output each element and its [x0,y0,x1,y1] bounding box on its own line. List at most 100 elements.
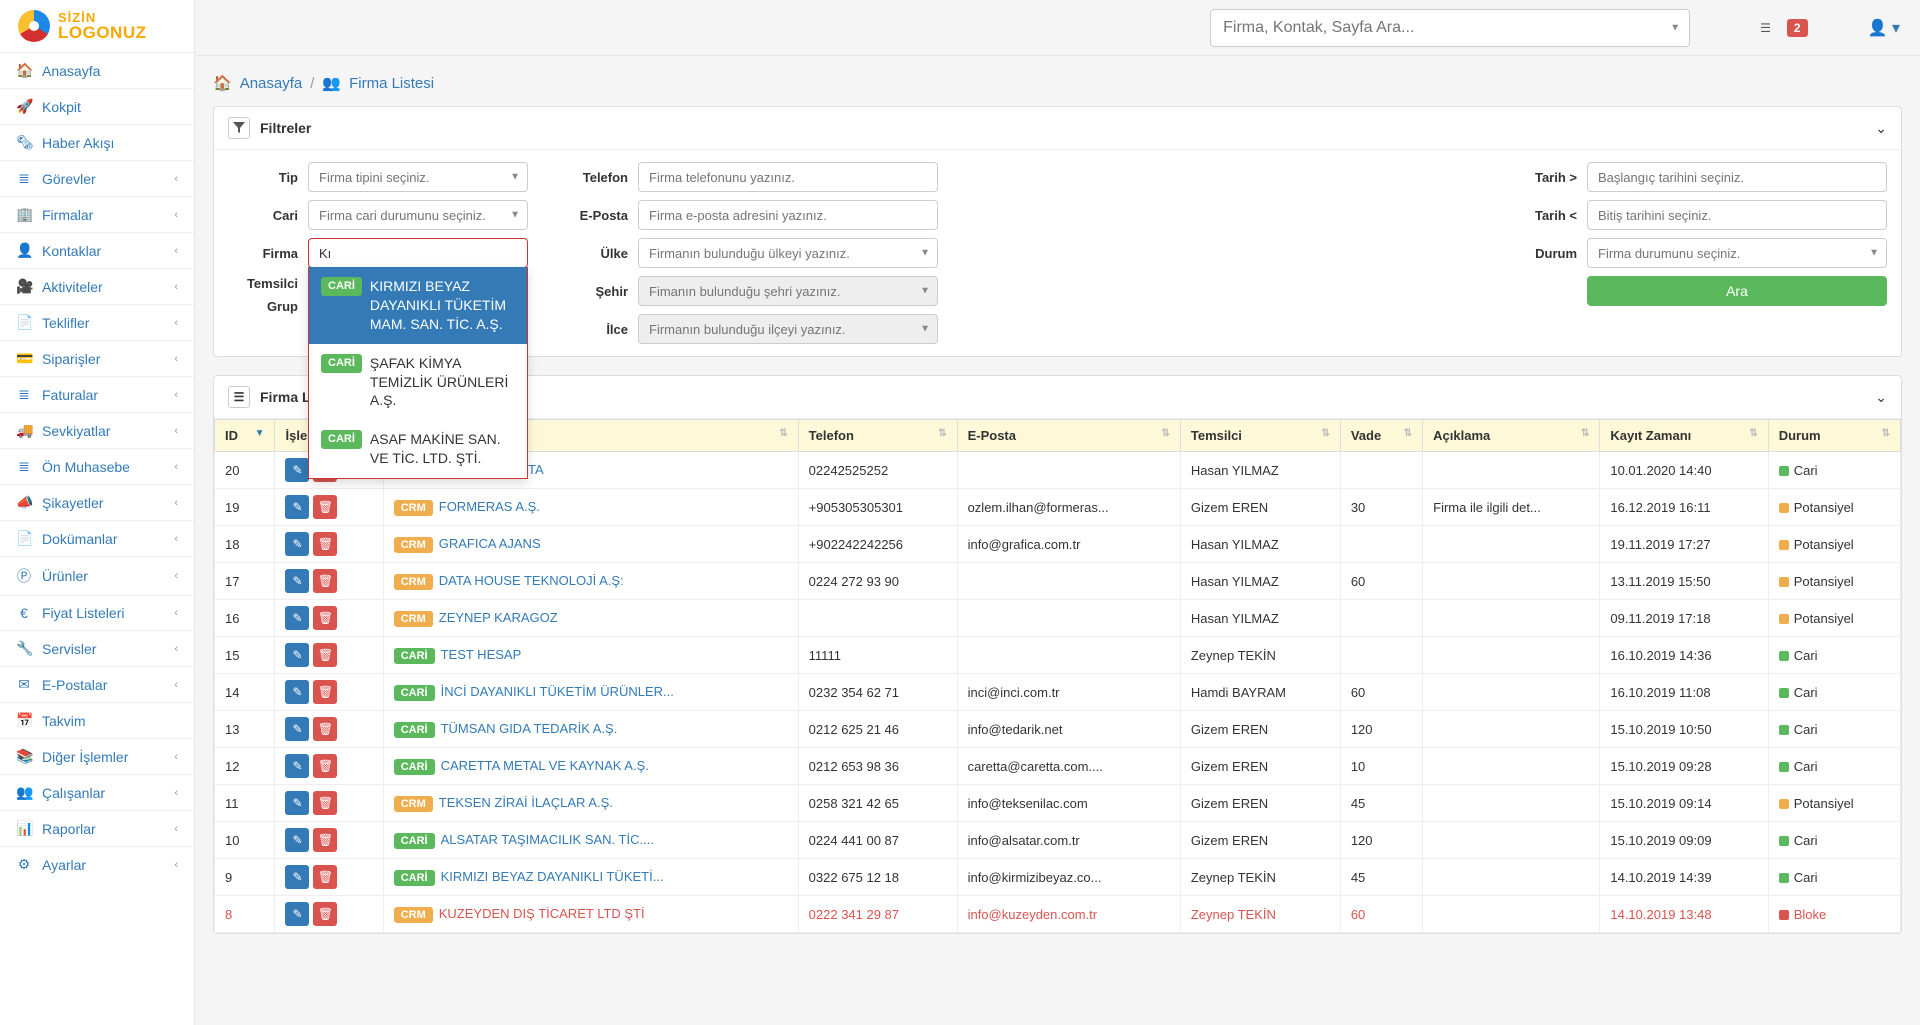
delete-button[interactable]: 🗑 [313,532,337,556]
edit-button[interactable]: ✎ [285,902,309,926]
nav-item-ön-muhasebe[interactable]: ≣Ön Muhasebe‹ [0,448,194,484]
delete-button[interactable]: 🗑 [313,865,337,889]
tip-select[interactable] [308,162,528,192]
firma-link[interactable]: DATA HOUSE TEKNOLOJİ A.Ş: [439,573,624,588]
table-row: 15✎🗑CARİTEST HESAP11111Zeynep TEKİN16.10… [215,637,1901,674]
sort-icon: ⇅ [1749,428,1757,439]
col-temsilci[interactable]: Temsilci⇅ [1180,420,1340,452]
delete-button[interactable]: 🗑 [313,569,337,593]
firma-link[interactable]: ALSATAR TAŞIMACILIK SAN. TİC.... [441,832,654,847]
col-id[interactable]: ID▼ [215,420,275,452]
edit-button[interactable]: ✎ [285,532,309,556]
nav-item-diğer-i̇şlemler[interactable]: 📚Diğer İşlemler‹ [0,738,194,774]
firma-link[interactable]: CARETTA METAL VE KAYNAK A.Ş. [441,758,649,773]
col-durum[interactable]: Durum⇅ [1768,420,1900,452]
nav-item-görevler[interactable]: ≣Görevler‹ [0,160,194,196]
delete-button[interactable]: 🗑 [313,643,337,667]
col-kayıt zamanı[interactable]: Kayıt Zamanı⇅ [1600,420,1768,452]
nav-item-ürünler[interactable]: ⓅÜrünler‹ [0,556,194,595]
breadcrumb-page[interactable]: Firma Listesi [349,75,434,92]
nav-item-anasayfa[interactable]: 🏠Anasayfa [0,52,194,88]
chevron-left-icon: ‹ [174,787,178,799]
firma-link[interactable]: KUZEYDEN DIŞ TİCARET LTD ŞTİ [439,906,645,921]
edit-button[interactable]: ✎ [285,791,309,815]
firma-link[interactable]: FORMERAS A.Ş. [439,499,540,514]
cell-ts: 15.10.2019 09:28 [1600,748,1768,785]
eposta-input[interactable] [638,200,938,230]
search-button[interactable]: Ara [1587,276,1887,306]
col-e-posta[interactable]: E-Posta⇅ [957,420,1180,452]
autocomplete-item[interactable]: CARİASAF MAKİNE SAN. VE TİC. LTD. ŞTİ. [309,420,527,478]
user-menu[interactable]: 👤 ▾ [1868,18,1900,38]
telefon-input[interactable] [638,162,938,192]
durum-select[interactable] [1587,238,1887,268]
firma-link[interactable]: ZEYNEP KARAGOZ [439,610,558,625]
edit-button[interactable]: ✎ [285,606,309,630]
edit-button[interactable]: ✎ [285,495,309,519]
edit-button[interactable]: ✎ [285,643,309,667]
top-search-input[interactable] [1210,9,1690,47]
firma-link[interactable]: GRAFICA AJANS [439,536,541,551]
filters-header[interactable]: Filtreler ⌄ [214,107,1901,150]
nav-item-dokümanlar[interactable]: 📄Dokümanlar‹ [0,520,194,556]
nav-item-firmalar[interactable]: 🏢Firmalar‹ [0,196,194,232]
delete-button[interactable]: 🗑 [313,902,337,926]
nav-item-ayarlar[interactable]: ⚙Ayarlar‹ [0,846,194,882]
nav-item-şikayetler[interactable]: 📣Şikayetler‹ [0,484,194,520]
sidebar: SİZİN LOGONUZ 🏠Anasayfa🚀Kokpit🗞Haber Akı… [0,0,195,1025]
firma-link[interactable]: TEST HESAP [441,647,522,662]
firma-link[interactable]: İNCİ DAYANIKLI TÜKETİM ÜRÜNLER... [441,684,674,699]
breadcrumb-home[interactable]: Anasayfa [240,75,303,92]
nav-item-teklifler[interactable]: 📄Teklifler‹ [0,304,194,340]
nav-item-kokpit[interactable]: 🚀Kokpit [0,88,194,124]
nav-item-e-postalar[interactable]: ✉E-Postalar‹ [0,666,194,702]
cell-rep: Gizem EREN [1180,489,1340,526]
tarih-lt-input[interactable] [1587,200,1887,230]
cari-select[interactable] [308,200,528,230]
col-vade[interactable]: Vade⇅ [1340,420,1422,452]
nav-item-haber-akışı[interactable]: 🗞Haber Akışı [0,124,194,160]
top-search[interactable]: ▼ [1210,9,1690,47]
cari-badge: CARİ [321,354,362,373]
delete-button[interactable]: 🗑 [313,717,337,741]
cell-acik [1423,600,1600,637]
nav-item-çalışanlar[interactable]: 👥Çalışanlar‹ [0,774,194,810]
nav-item-raporlar[interactable]: 📊Raporlar‹ [0,810,194,846]
edit-button[interactable]: ✎ [285,865,309,889]
cell-email [957,600,1180,637]
firma-link[interactable]: TEKSEN ZİRAİ İLAÇLAR A.Ş. [439,795,613,810]
delete-button[interactable]: 🗑 [313,754,337,778]
nav-item-faturalar[interactable]: ≣Faturalar‹ [0,376,194,412]
ulke-select[interactable] [638,238,938,268]
nav-item-takvim[interactable]: 📅Takvim [0,702,194,738]
col-açıklama[interactable]: Açıklama⇅ [1423,420,1600,452]
tarih-gt-input[interactable] [1587,162,1887,192]
autocomplete-item[interactable]: CARİŞAFAK KİMYA TEMİZLİK ÜRÜNLERİ A.Ş. [309,344,527,421]
nav-item-sevkiyatlar[interactable]: 🚚Sevkiyatlar‹ [0,412,194,448]
delete-button[interactable]: 🗑 [313,495,337,519]
edit-button[interactable]: ✎ [285,680,309,704]
cell-email: inci@inci.com.tr [957,674,1180,711]
delete-button[interactable]: 🗑 [313,680,337,704]
nav-item-kontaklar[interactable]: 👤Kontaklar‹ [0,232,194,268]
autocomplete-item[interactable]: CARİKIRMIZI BEYAZ DAYANIKLI TÜKETİM MAM.… [309,267,527,344]
nav-item-servisler[interactable]: 🔧Servisler‹ [0,630,194,666]
firma-link[interactable]: TÜMSAN GIDA TEDARİK A.Ş. [441,721,618,736]
firma-input[interactable] [308,238,528,268]
notification-badge[interactable]: 2 [1787,19,1808,37]
edit-button[interactable]: ✎ [285,458,309,482]
col-telefon[interactable]: Telefon⇅ [798,420,957,452]
nav-item-aktiviteler[interactable]: 🎥Aktiviteler‹ [0,268,194,304]
delete-button[interactable]: 🗑 [313,828,337,852]
nav-item-siparişler[interactable]: 💳Siparişler‹ [0,340,194,376]
edit-button[interactable]: ✎ [285,569,309,593]
list-icon[interactable]: ☰ [1760,21,1767,35]
firma-link[interactable]: KIRMIZI BEYAZ DAYANIKLI TÜKETİ... [441,869,664,884]
delete-button[interactable]: 🗑 [313,606,337,630]
edit-button[interactable]: ✎ [285,754,309,778]
edit-button[interactable]: ✎ [285,717,309,741]
cell-email [957,452,1180,489]
edit-button[interactable]: ✎ [285,828,309,852]
delete-button[interactable]: 🗑 [313,791,337,815]
nav-item-fiyat-listeleri[interactable]: €Fiyat Listeleri‹ [0,595,194,630]
